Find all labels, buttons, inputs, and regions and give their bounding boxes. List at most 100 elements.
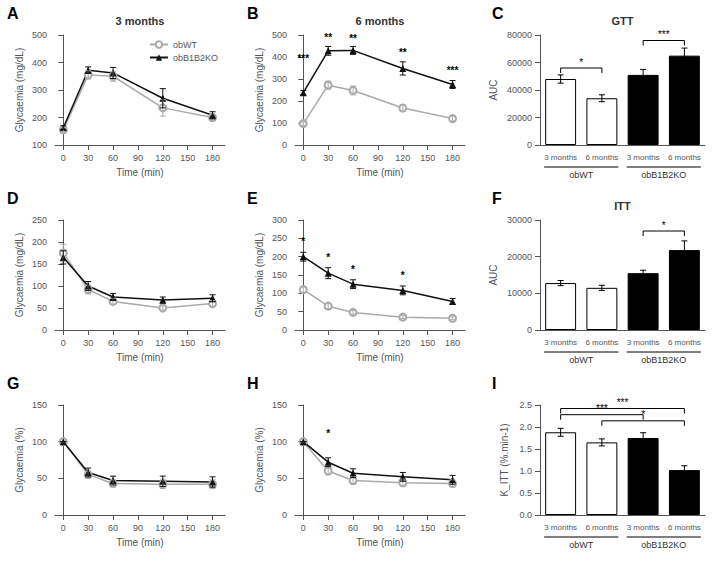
svg-text:Time (min): Time (min) <box>116 167 163 178</box>
svg-text:60: 60 <box>108 523 118 533</box>
svg-text:120: 120 <box>395 523 410 533</box>
svg-text:180: 180 <box>205 338 220 348</box>
svg-text:H: H <box>247 375 259 392</box>
svg-text:90: 90 <box>133 523 143 533</box>
svg-text:***: *** <box>447 65 459 76</box>
svg-text:Glycaemia (mg/dL): Glycaemia (mg/dL) <box>254 233 265 317</box>
svg-text:Time (min): Time (min) <box>356 167 403 178</box>
svg-text:180: 180 <box>445 153 460 163</box>
svg-text:*: * <box>351 264 355 275</box>
svg-text:0: 0 <box>282 510 287 520</box>
svg-text:A: A <box>7 5 19 22</box>
svg-text:F: F <box>492 190 502 207</box>
svg-text:Time (min): Time (min) <box>116 537 163 548</box>
svg-text:0: 0 <box>301 153 306 163</box>
svg-text:100: 100 <box>272 118 287 128</box>
svg-text:3 months: 3 months <box>627 523 660 532</box>
svg-text:30: 30 <box>323 523 333 533</box>
svg-text:150: 150 <box>272 400 287 410</box>
svg-text:ITT: ITT <box>614 200 631 212</box>
svg-text:500: 500 <box>32 30 47 40</box>
svg-text:obB1B2KO: obB1B2KO <box>173 53 218 63</box>
svg-text:GTT: GTT <box>612 15 634 27</box>
svg-text:3 months: 3 months <box>116 15 165 27</box>
svg-text:30: 30 <box>323 338 333 348</box>
svg-text:0: 0 <box>61 338 66 348</box>
svg-text:3 months: 3 months <box>544 338 577 347</box>
svg-text:0.0: 0.0 <box>519 510 532 520</box>
svg-text:90: 90 <box>373 153 383 163</box>
svg-text:400: 400 <box>32 58 47 68</box>
svg-text:150: 150 <box>420 523 435 533</box>
svg-text:30: 30 <box>83 153 93 163</box>
svg-text:30: 30 <box>83 523 93 533</box>
svg-text:100: 100 <box>32 437 47 447</box>
svg-text:obB1B2KO: obB1B2KO <box>641 540 686 550</box>
svg-text:0: 0 <box>527 325 532 335</box>
svg-text:3 months: 3 months <box>544 523 577 532</box>
svg-text:obB1B2KO: obB1B2KO <box>641 170 686 180</box>
svg-text:50: 50 <box>37 303 47 313</box>
svg-text:80000: 80000 <box>507 30 532 40</box>
svg-text:90: 90 <box>373 523 383 533</box>
svg-text:6 months: 6 months <box>668 338 701 347</box>
svg-text:200: 200 <box>32 113 47 123</box>
svg-text:**: ** <box>349 33 357 44</box>
svg-text:30: 30 <box>83 338 93 348</box>
svg-text:0: 0 <box>42 325 47 335</box>
svg-text:180: 180 <box>205 153 220 163</box>
svg-text:200: 200 <box>272 252 287 262</box>
svg-text:180: 180 <box>445 338 460 348</box>
svg-text:150: 150 <box>180 338 195 348</box>
svg-text:***: *** <box>617 397 629 408</box>
svg-text:6 months: 6 months <box>356 15 405 27</box>
svg-text:*: * <box>579 57 583 68</box>
svg-text:150: 150 <box>32 400 47 410</box>
svg-text:500: 500 <box>272 30 287 40</box>
svg-text:*: * <box>641 409 645 420</box>
svg-text:0: 0 <box>301 338 306 348</box>
svg-text:400: 400 <box>272 52 287 62</box>
svg-text:20000: 20000 <box>507 252 532 262</box>
svg-text:obWT: obWT <box>173 40 198 50</box>
svg-text:obWT: obWT <box>569 170 594 180</box>
svg-text:0: 0 <box>527 140 532 150</box>
svg-text:Glycaemia (mg/dL): Glycaemia (mg/dL) <box>254 48 265 132</box>
svg-text:Time (min): Time (min) <box>116 352 163 363</box>
svg-text:6 months: 6 months <box>585 523 618 532</box>
svg-text:Glycaemia (mg/dL): Glycaemia (mg/dL) <box>14 48 25 132</box>
svg-text:0: 0 <box>42 510 47 520</box>
svg-text:100: 100 <box>32 140 47 150</box>
svg-text:6 months: 6 months <box>668 153 701 162</box>
svg-text:10000: 10000 <box>507 288 532 298</box>
svg-text:180: 180 <box>205 523 220 533</box>
svg-text:60: 60 <box>108 153 118 163</box>
svg-text:0.5: 0.5 <box>519 488 532 498</box>
svg-text:I: I <box>492 375 496 392</box>
svg-text:0: 0 <box>61 523 66 533</box>
svg-text:***: *** <box>596 403 608 414</box>
svg-text:50: 50 <box>277 473 287 483</box>
svg-text:150: 150 <box>32 259 47 269</box>
svg-text:120: 120 <box>155 338 170 348</box>
svg-text:60: 60 <box>348 153 358 163</box>
svg-text:*: * <box>662 220 666 231</box>
svg-text:200: 200 <box>272 96 287 106</box>
svg-text:E: E <box>247 190 258 207</box>
svg-text:1.0: 1.0 <box>519 466 532 476</box>
svg-text:100: 100 <box>32 281 47 291</box>
svg-text:Time (min): Time (min) <box>356 537 403 548</box>
svg-text:60: 60 <box>348 338 358 348</box>
svg-text:120: 120 <box>155 153 170 163</box>
svg-text:C: C <box>492 5 504 22</box>
svg-text:250: 250 <box>272 233 287 243</box>
svg-text:obWT: obWT <box>569 540 594 550</box>
svg-text:120: 120 <box>395 153 410 163</box>
svg-text:150: 150 <box>180 523 195 533</box>
svg-text:50: 50 <box>277 307 287 317</box>
svg-text:AUC: AUC <box>488 79 499 100</box>
svg-text:120: 120 <box>155 523 170 533</box>
svg-text:0: 0 <box>61 153 66 163</box>
svg-text:120: 120 <box>395 338 410 348</box>
svg-text:180: 180 <box>445 523 460 533</box>
